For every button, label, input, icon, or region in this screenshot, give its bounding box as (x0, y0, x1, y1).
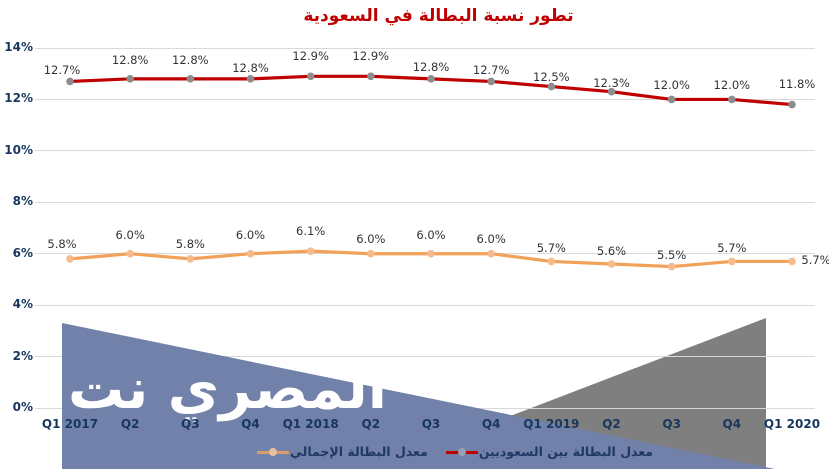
x-tick-label: Q2 (120, 417, 140, 431)
data-point-marker-saudis (66, 77, 74, 86)
data-label-saudis: 12.9% (292, 49, 329, 64)
legend-label-saudis: معدل البطالة بين السعوديين (478, 444, 654, 459)
y-tick-label: 14% (4, 40, 33, 54)
data-label-total: 6.0% (476, 231, 506, 246)
legend-item-total: معدل البطالة الإجمالي (257, 444, 428, 459)
data-point-marker-saudis (306, 72, 315, 81)
x-tick-label: Q1 2019 (523, 417, 580, 431)
data-label-saudis: 12.9% (352, 49, 390, 64)
data-point-marker-total (306, 247, 315, 255)
data-label-total: 6.0% (235, 227, 266, 242)
data-point-marker-total (367, 249, 375, 258)
data-label-total: 6.0% (356, 231, 386, 246)
data-point-marker-total (788, 257, 796, 266)
x-tick-label: Q4 (722, 417, 742, 431)
legend-label-total: معدل البطالة الإجمالي (290, 444, 428, 459)
saudis-series-marker-icon (445, 447, 478, 457)
data-label-saudis: 12.0% (653, 78, 690, 93)
data-label-total: 5.7% (536, 241, 566, 256)
watermark-text: المصري نت (68, 357, 387, 422)
gridline (35, 47, 815, 49)
data-point-marker-total (126, 249, 134, 258)
y-tick-label: 10% (4, 142, 33, 157)
data-point-marker-total (66, 255, 74, 263)
data-label-saudis: 12.7% (43, 63, 81, 78)
gridline (35, 150, 815, 152)
data-point-marker-saudis (728, 95, 736, 104)
data-label-saudis: 12.7% (472, 63, 510, 78)
x-tick-label: Q3 (181, 417, 200, 431)
total-series-marker-icon (257, 447, 289, 457)
data-label-saudis: 12.3% (593, 75, 630, 90)
data-point-marker-total (427, 249, 435, 258)
data-point-marker-saudis (367, 72, 375, 81)
gridline (35, 356, 815, 358)
data-label-saudis: 11.8% (778, 76, 816, 91)
data-label-total: 5.7% (801, 253, 829, 268)
x-tick-label: Q3 (662, 417, 681, 431)
chart-legend: معدل البطالة الإجمالي معدل البطالة بين ا… (257, 444, 653, 459)
data-point-marker-total (667, 262, 676, 271)
data-label-total: 5.5% (657, 247, 687, 262)
data-label-total: 6.0% (416, 227, 446, 242)
data-point-marker-saudis (547, 82, 556, 91)
data-point-marker-saudis (788, 100, 796, 109)
x-tick-label: Q4 (481, 417, 501, 431)
data-point-marker-saudis (246, 75, 255, 83)
x-tick-label: Q4 (241, 417, 260, 431)
data-label-saudis: 12.0% (713, 78, 751, 93)
data-label-saudis: 12.8% (232, 60, 269, 75)
x-tick-label: Q2 (361, 417, 381, 431)
data-point-marker-total (487, 249, 495, 258)
data-label-total: 6.1% (296, 224, 326, 239)
chart-title: تطور نسبة البطالة في السعودية (303, 6, 574, 26)
y-tick-label: 12% (4, 91, 33, 106)
data-point-marker-saudis (186, 75, 195, 83)
x-tick-label: Q1 2020 (763, 417, 821, 431)
gridline (35, 304, 815, 306)
x-tick-label: Q1 2017 (41, 417, 99, 431)
data-label-saudis: 12.8% (111, 52, 149, 67)
data-label-total: 5.8% (175, 236, 205, 251)
y-tick-label: 4% (12, 297, 33, 312)
data-point-marker-total (547, 257, 556, 266)
data-label-total: 6.0% (115, 227, 145, 242)
data-point-marker-saudis (427, 75, 435, 83)
data-label-total: 5.6% (596, 244, 627, 258)
gridline (35, 201, 815, 203)
data-label-saudis: 12.8% (172, 52, 209, 67)
data-point-marker-total (607, 260, 616, 268)
data-point-marker-total (246, 249, 255, 258)
data-label-total: 5.8% (47, 236, 77, 251)
y-tick-label: 0% (12, 400, 33, 414)
y-tick-label: 6% (12, 245, 33, 260)
data-label-saudis: 12.5% (533, 69, 570, 84)
y-tick-label: 2% (12, 348, 33, 363)
y-tick-label: 8% (12, 194, 33, 209)
data-point-marker-saudis (607, 87, 616, 96)
data-point-marker-total (186, 255, 195, 263)
data-point-marker-saudis (126, 75, 134, 83)
x-tick-label: Q3 (421, 417, 441, 431)
data-point-marker-total (728, 257, 736, 266)
data-point-marker-saudis (667, 95, 676, 104)
data-label-total: 5.7% (717, 241, 747, 256)
x-tick-label: Q2 (602, 417, 621, 431)
legend-item-saudis: معدل البطالة بين السعوديين (445, 444, 654, 459)
data-point-marker-saudis (487, 77, 495, 86)
gridline (35, 98, 815, 100)
data-label-saudis: 12.8% (412, 59, 450, 74)
x-tick-label: Q1 2018 (282, 417, 339, 431)
